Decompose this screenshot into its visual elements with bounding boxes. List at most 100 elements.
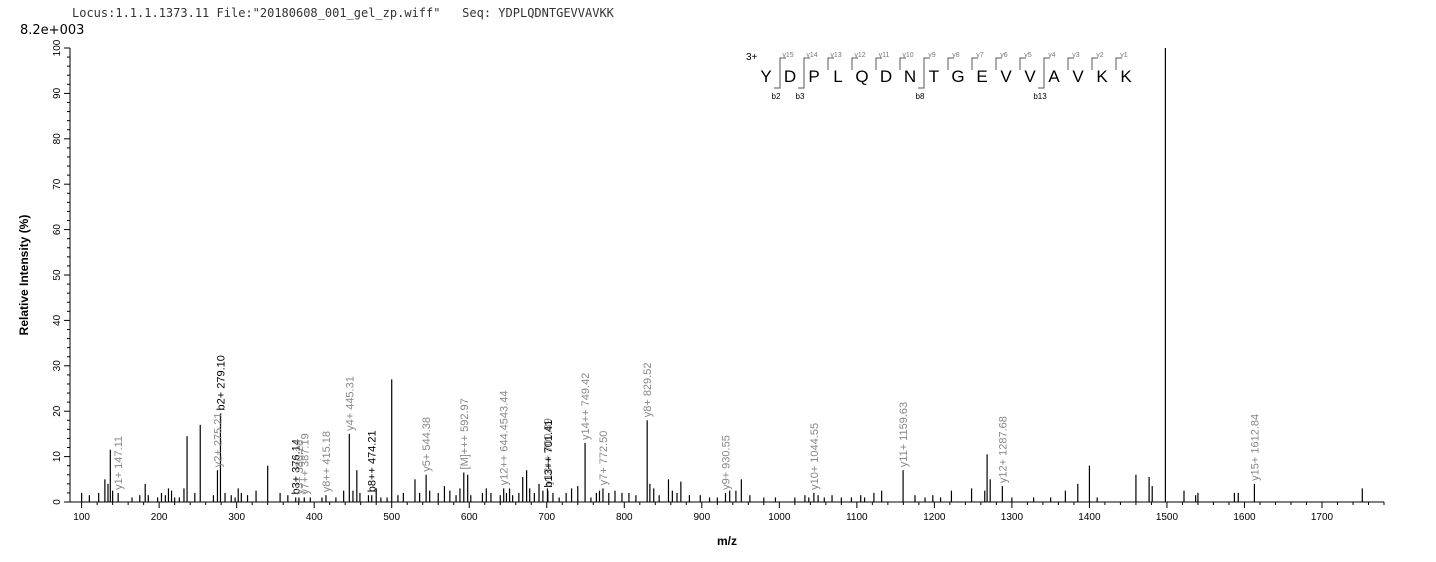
peak-annotation: y12+ 1287.68 [997,416,1009,483]
sequence-letter: G [951,67,964,86]
y-ion-label: y10 [902,52,913,59]
y-tick-label: 10 [52,451,63,463]
y-ion-bracket [1019,57,1026,70]
y-tick-label: 50 [52,269,63,281]
y-ion-label: y6 [1000,52,1008,59]
x-tick-label: 1500 [1156,512,1179,523]
peak-annotation: y13++ 700.89 [542,418,554,485]
peak-annotation: y8++ 415.18 [321,431,333,492]
spectrum-header: Locus:1.1.1.1373.11 File:"20180608_001_g… [72,6,614,20]
y-tick-label: 90 [52,87,63,99]
y-tick-label: 60 [52,224,63,236]
sequence-letter: L [833,67,842,86]
sequence-letter: Q [855,67,868,86]
y-ion-label: y1 [1120,52,1128,59]
y-ion-bracket [1091,57,1098,70]
locus-label: Locus:1.1.1.1373.11 [72,6,210,20]
x-tick-label: 1000 [768,512,791,523]
y-ion-label: y11 [879,52,890,59]
sequence-letter: K [1120,67,1132,86]
y-ion-bracket [779,57,786,70]
sequence-letter: V [1024,67,1036,86]
sequence-letter: V [1000,67,1012,86]
sequence-letter: K [1096,67,1108,86]
y-ion-label: y4 [1048,52,1056,59]
peak-annotation: y14++ 749.42 [580,373,592,440]
peak-annotation: b8++ 474.21 [367,430,379,492]
peak-annotation: [M]+++ 592.97 [459,398,471,469]
peak-annotation: y10+ 1044.55 [809,423,821,490]
peak-annotation: y3+ 380.28 [294,440,306,495]
b-ion-label: b2 [772,92,781,101]
peak-annotation: y12++ 644.4543.44 [499,391,511,486]
sequence-letter: T [929,67,939,86]
peak-annotation: y8+ 829.52 [642,363,654,418]
y-ion-label: y12 [854,52,865,59]
peaks [81,48,1363,502]
y-ion-bracket [947,57,954,70]
x-tick-label: 1400 [1078,512,1101,523]
b-ion-bracket [918,68,925,89]
sequence-letter: D [784,67,796,86]
peak-annotation: y2+ 275.21 [212,412,224,467]
peak-annotation: y9+ 930.55 [720,435,732,490]
y-ion-label: y13 [830,52,841,59]
y-ion-label: y3 [1072,52,1080,59]
y-ion-label: y8 [952,52,960,59]
sequence-letter: D [880,67,892,86]
x-tick-label: 1100 [846,512,868,523]
y-tick-label: 100 [52,39,63,56]
y-tick-label: 40 [52,314,63,326]
sequence-label: Seq: YDPLQDNTGEVVAVKK [462,6,614,20]
charge-label: 3+ [746,52,758,63]
peak-annotation: b3+ 376.14 [291,439,303,494]
peak-annotation: y1+ 147.11 [113,436,125,490]
y-ion-bracket [875,57,882,70]
axes: 100 200 300 400 500 600 700 800 900 1000 1100 1200 1… [52,39,1385,523]
sequence-letter: P [808,67,819,86]
y-tick-label: 80 [52,133,63,145]
b-ion-label: b8 [916,92,925,101]
peak-annotation: y15+ 1612.84 [1249,414,1261,481]
y-ion-bracket [923,57,930,70]
b-ion-bracket [798,68,805,89]
peak-annotation: y4+ 445.31 [344,376,356,431]
sequence-letter: Y [760,67,771,86]
sequence-letter: V [1072,67,1084,86]
x-tick-label: 1700 [1311,512,1334,523]
b-ion-bracket [774,68,781,89]
peak-annotation: y7++ 387.19 [299,433,311,494]
y-ion-bracket [1043,57,1050,70]
peak-annotations: y1+ 147.11 y2+ 275.21 b2+ 279.10 b3+ 376.14… [113,355,1261,494]
y-ion-label: y9 [928,52,936,59]
y-axis-title: Relative Intensity (%) [17,215,31,336]
x-tick-label: 1600 [1233,512,1256,523]
y-ion-label: y7 [976,52,984,59]
peak-annotation: y7+ 772.50 [598,431,610,486]
y-tick-label: 30 [52,360,63,372]
y-ion-label: y15 [782,52,793,59]
y-ion-bracket [827,57,834,70]
x-tick-label: 1300 [1001,512,1024,523]
peak-annotation: b13++ 701.41 [543,420,555,488]
x-tick-label: 600 [461,512,478,523]
sequence-letter: N [904,67,916,86]
y-ion-bracket [1115,57,1122,70]
y-ion-bracket [851,57,858,70]
sequence-letter: A [1048,67,1060,86]
y-tick-label: 70 [52,178,63,190]
max-intensity-label: 8.2e+003 [20,23,85,38]
y-ion-label: y5 [1024,52,1032,59]
b-ion-label: b13 [1033,92,1047,101]
sequence-letter: E [976,67,987,86]
x-tick-label: 300 [228,512,245,523]
x-tick-label: 100 [73,512,90,523]
x-tick-label: 500 [383,512,400,523]
y-tick-label: 0 [52,499,63,505]
x-tick-label: 200 [151,512,168,523]
y-ion-label: y2 [1096,52,1104,59]
peak-annotation: y11+ 1159.63 [898,402,910,467]
peak-annotation: y5+ 544.38 [421,417,433,472]
peak-annotation: b2+ 279.10 [215,355,227,410]
